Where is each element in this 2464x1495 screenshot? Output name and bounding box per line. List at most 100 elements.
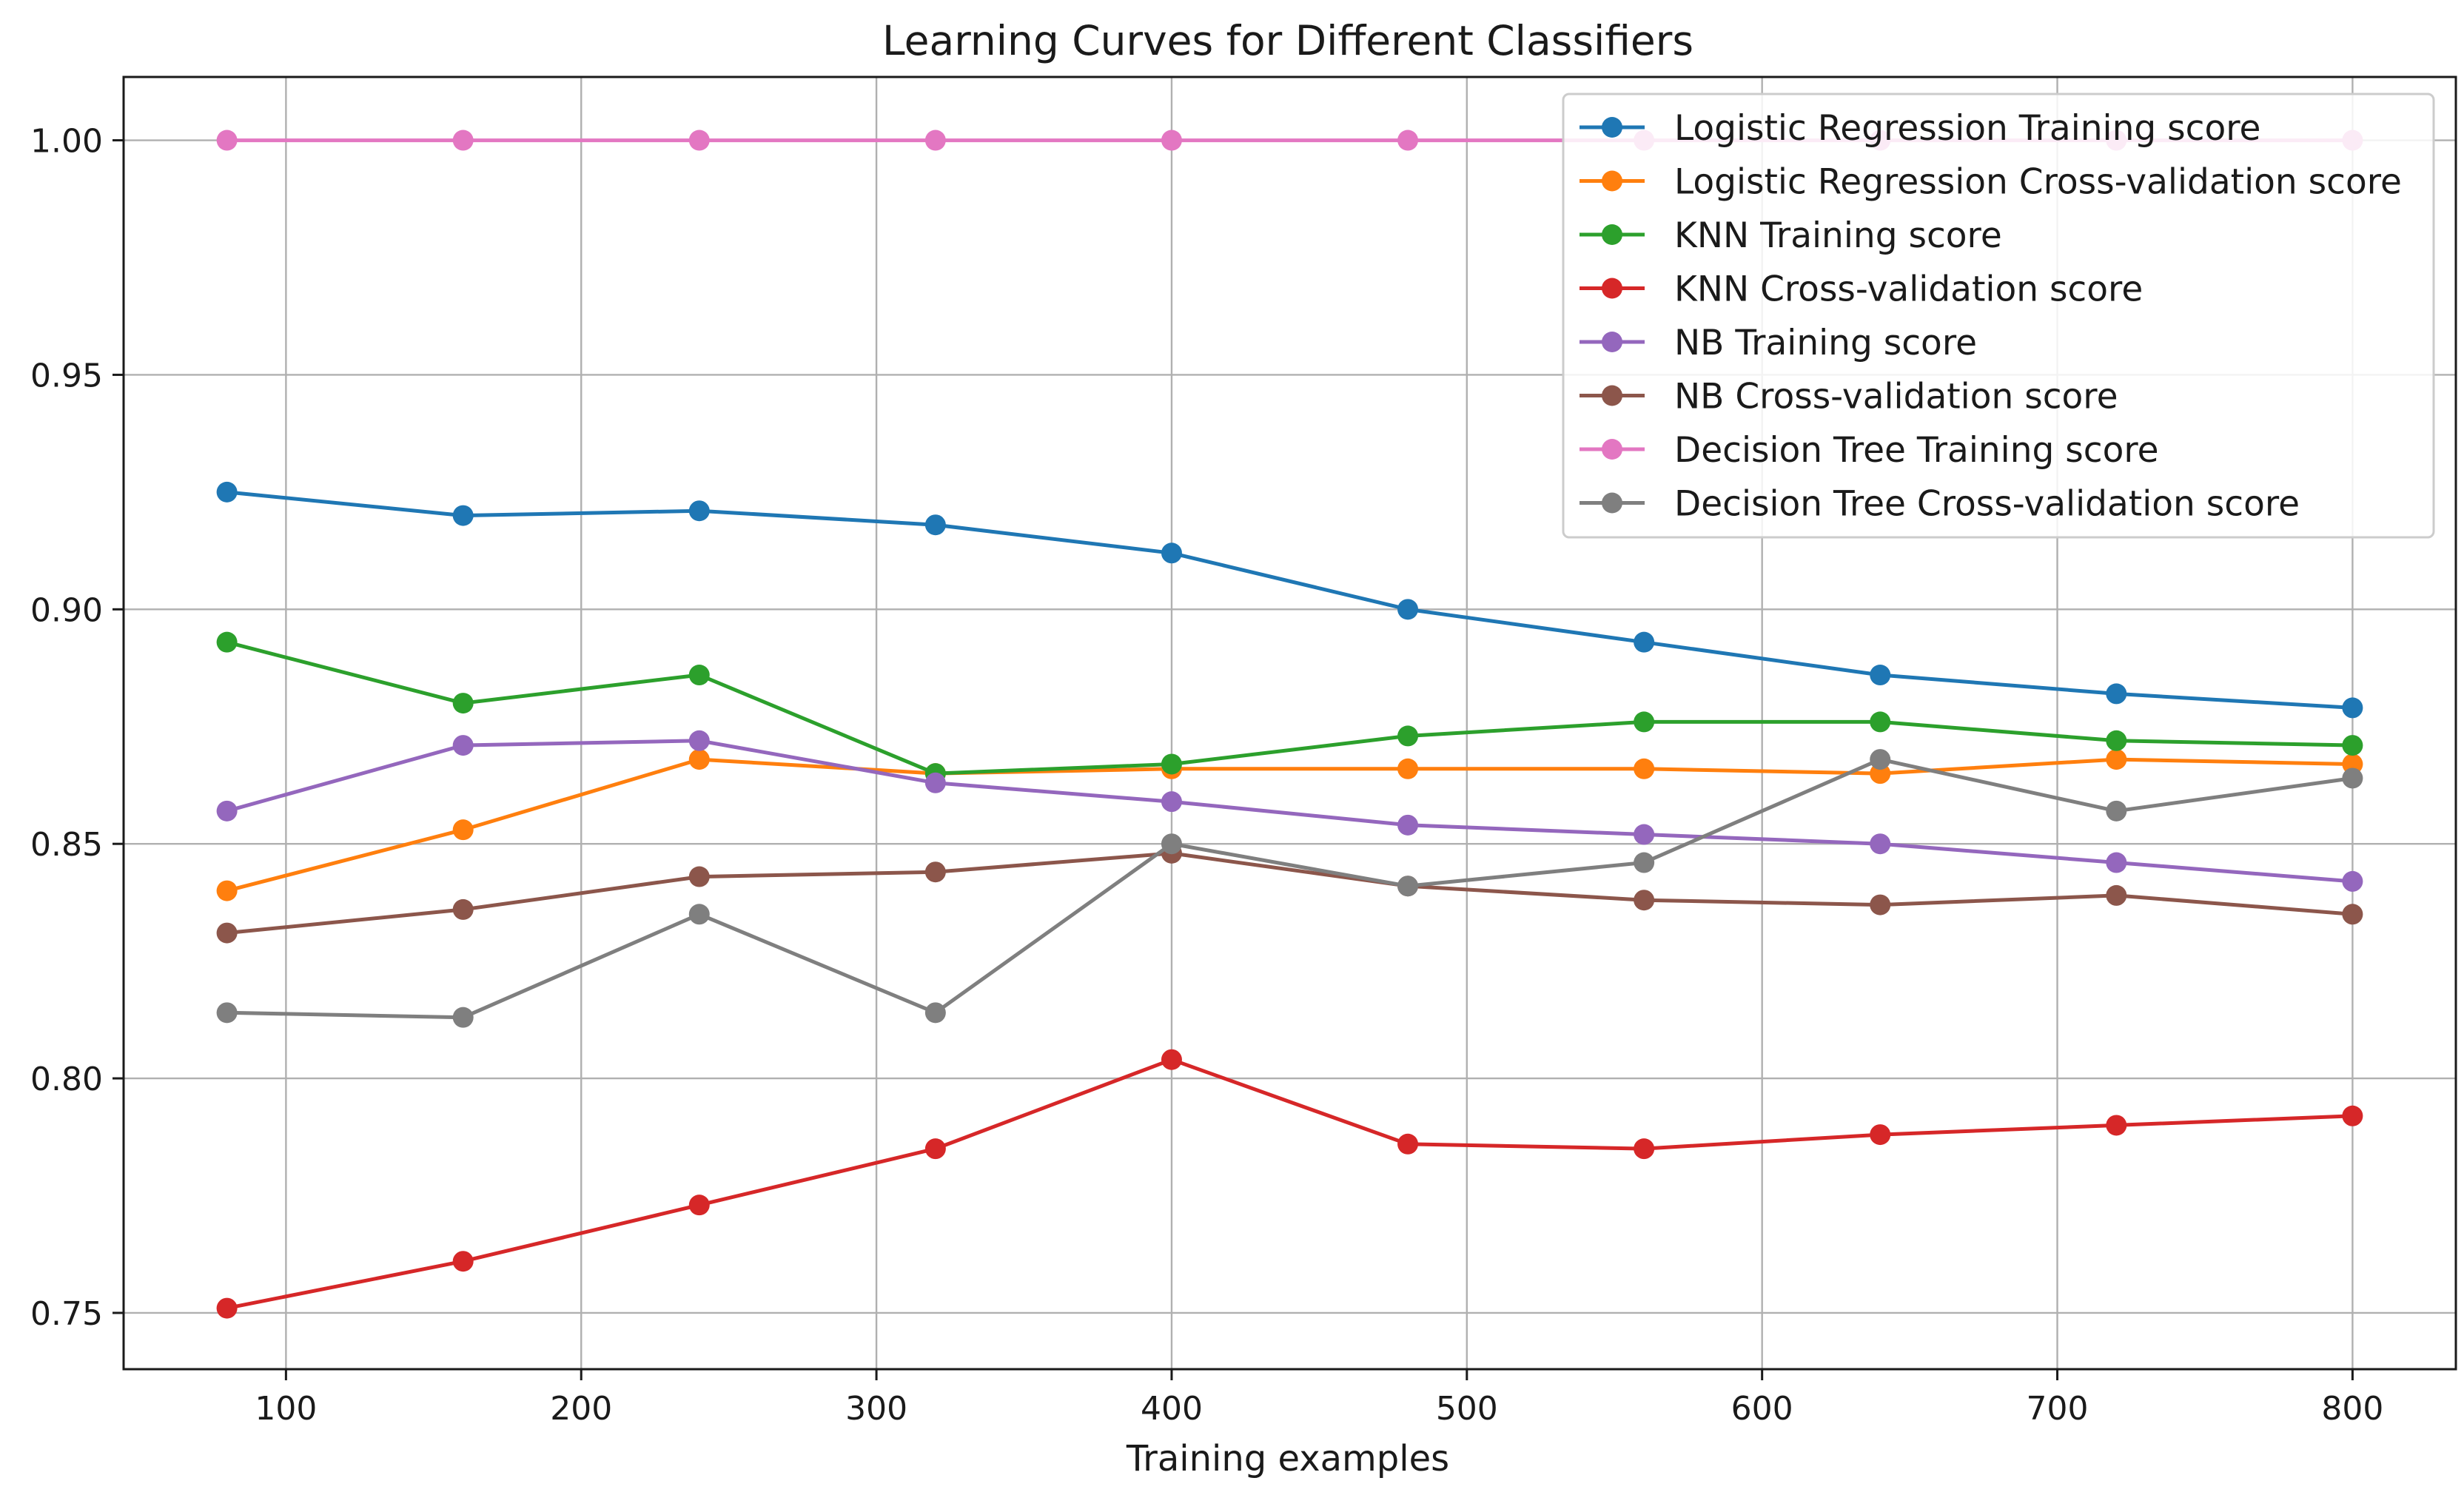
data-point [1397, 130, 1419, 151]
data-point [1870, 894, 1891, 916]
data-point [2342, 735, 2363, 756]
y-tick-label: 0.80 [30, 1061, 103, 1098]
series-line [226, 851, 2353, 935]
legend-label: Logistic Regression Cross-validation sco… [1674, 162, 2402, 203]
legend: Logistic Regression Training score Logist… [1562, 93, 2435, 539]
series-line [226, 1058, 2353, 1311]
legend-entry: NB Training score [1580, 323, 1977, 363]
legend-swatch-marker [1602, 170, 1622, 192]
legend-label: Logistic Regression Training score [1674, 108, 2260, 149]
series-line [226, 757, 2353, 893]
data-point [1634, 758, 1655, 779]
legend-box [1562, 93, 2435, 539]
data-point [2342, 767, 2363, 789]
data-point [924, 772, 946, 793]
data-point [688, 665, 710, 686]
x-tick-label: 300 [845, 1390, 907, 1428]
data-point [216, 130, 238, 151]
series-4 [216, 1049, 2363, 1319]
data-point [1870, 1124, 1891, 1146]
series-line [226, 640, 2353, 776]
legend-swatch-marker [1602, 492, 1622, 514]
legend-swatch-marker [1602, 385, 1622, 406]
tick-layer: 100 200 300 400 500 600 700 800 0.75 0.80 0.85 0.90… [30, 123, 2383, 1428]
data-point [1397, 725, 1419, 747]
series-8 [216, 749, 2363, 1028]
x-axis-label: Training examples [1126, 1438, 1449, 1479]
data-point [1161, 753, 1182, 775]
legend-label: Decision Tree Training score [1674, 430, 2159, 471]
data-point [1870, 749, 1891, 770]
series-line [226, 757, 2353, 1020]
y-tick-label: 0.95 [30, 357, 103, 394]
x-tick-label: 700 [2027, 1390, 2089, 1428]
legend-swatch-marker [1602, 439, 1622, 460]
legend-entry: Decision Tree Training score [1580, 430, 2159, 471]
x-tick-label: 600 [1731, 1390, 1793, 1428]
data-point [216, 1002, 238, 1024]
legend-label: Decision Tree Cross-validation score [1674, 484, 2300, 525]
legend-entry: KNN Training score [1580, 215, 2002, 256]
legend-swatch-marker [1602, 278, 1622, 299]
x-tick-label: 400 [1141, 1390, 1203, 1428]
data-point [452, 505, 474, 526]
data-point [1870, 833, 1891, 855]
data-point [1161, 833, 1182, 855]
data-point [924, 130, 946, 151]
series-5 [216, 730, 2363, 892]
data-point [924, 861, 946, 883]
data-point [216, 481, 238, 503]
legend-entry: Logistic Regression Cross-validation sco… [1580, 162, 2402, 203]
data-point [688, 866, 710, 887]
chart-title: Learning Curves for Different Classifier… [882, 17, 1693, 64]
data-point [2342, 1105, 2363, 1126]
legend-swatch-marker [1602, 224, 1622, 245]
data-point [2342, 697, 2363, 719]
data-point [1397, 599, 1419, 620]
data-point [924, 1138, 946, 1160]
data-point [216, 800, 238, 822]
data-point [2342, 904, 2363, 925]
legend-swatch-marker [1602, 332, 1622, 352]
x-tick-label: 500 [1436, 1390, 1498, 1428]
legend-entry: Logistic Regression Training score [1580, 108, 2260, 149]
data-point [2106, 749, 2127, 770]
series-2 [216, 749, 2363, 901]
series-line [226, 490, 2353, 710]
legend-label: NB Cross-validation score [1674, 377, 2118, 417]
data-point [2106, 884, 2127, 906]
data-point [1161, 542, 1182, 564]
data-point [924, 514, 946, 536]
data-point [1397, 814, 1419, 836]
data-point [452, 819, 474, 841]
data-point [2106, 1115, 2127, 1136]
x-tick-label: 800 [2321, 1390, 2383, 1428]
data-point [2342, 870, 2363, 892]
data-point [452, 898, 474, 920]
legend-label: KNN Training score [1674, 215, 2002, 256]
series-layer [216, 130, 2363, 1319]
data-point [1870, 711, 1891, 733]
data-point [216, 922, 238, 944]
data-point [1634, 852, 1655, 873]
data-point [452, 1007, 474, 1028]
y-tick-label: 0.75 [30, 1295, 103, 1333]
y-tick-label: 1.00 [30, 123, 103, 161]
data-point [688, 730, 710, 751]
legend-swatch-marker [1602, 117, 1622, 138]
legend-entry: KNN Cross-validation score [1580, 269, 2143, 310]
data-point [1161, 791, 1182, 813]
x-tick-label: 200 [550, 1390, 612, 1428]
legend-entry: NB Cross-validation score [1580, 377, 2118, 417]
series-line [226, 739, 2353, 884]
legend-label: KNN Cross-validation score [1674, 269, 2143, 310]
series-1 [216, 481, 2363, 719]
data-point [216, 880, 238, 901]
x-tick-label: 100 [255, 1390, 317, 1428]
data-point [216, 1297, 238, 1319]
data-point [1634, 824, 1655, 845]
y-tick-label: 0.85 [30, 826, 103, 864]
data-point [452, 693, 474, 714]
data-point [688, 749, 710, 770]
data-point [688, 130, 710, 151]
